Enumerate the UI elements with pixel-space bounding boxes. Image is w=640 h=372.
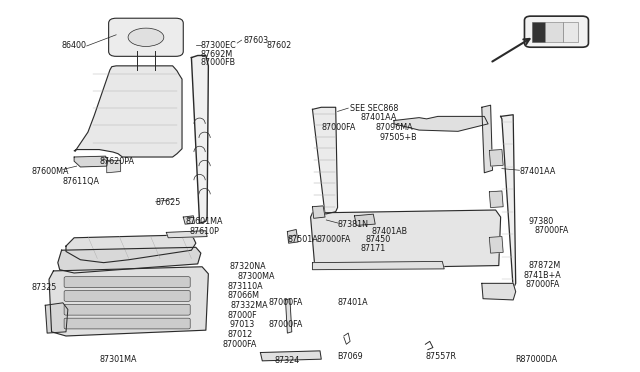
FancyBboxPatch shape (524, 16, 588, 47)
Text: 87000FA: 87000FA (269, 320, 303, 329)
Text: 87401AA: 87401AA (361, 113, 397, 122)
Polygon shape (490, 237, 503, 253)
Text: 87332MA: 87332MA (231, 301, 269, 310)
Polygon shape (285, 299, 292, 333)
FancyBboxPatch shape (532, 22, 545, 42)
Polygon shape (490, 150, 503, 166)
Text: 86400: 86400 (61, 41, 86, 51)
Polygon shape (310, 210, 500, 269)
Text: 87000FA: 87000FA (321, 123, 356, 132)
Polygon shape (183, 216, 195, 224)
Text: 87501A: 87501A (287, 234, 318, 244)
Text: 87066M: 87066M (227, 291, 259, 300)
Polygon shape (312, 107, 337, 214)
FancyBboxPatch shape (545, 22, 563, 42)
Polygon shape (312, 262, 444, 270)
FancyBboxPatch shape (64, 291, 190, 301)
Text: SEE SEC868: SEE SEC868 (350, 104, 399, 113)
FancyBboxPatch shape (64, 304, 190, 315)
Text: 87601MA: 87601MA (185, 217, 223, 226)
Text: 87872M: 87872M (528, 261, 561, 270)
Polygon shape (74, 66, 182, 157)
Text: 87610P: 87610P (189, 227, 220, 236)
Text: 87000FA: 87000FA (525, 280, 560, 289)
Text: R87000DA: R87000DA (516, 356, 558, 365)
Text: 87557R: 87557R (426, 352, 456, 361)
Polygon shape (260, 351, 321, 361)
Polygon shape (312, 206, 325, 218)
Text: 87000FA: 87000FA (317, 235, 351, 244)
Text: 87000FA: 87000FA (534, 226, 569, 235)
FancyBboxPatch shape (109, 18, 183, 56)
Polygon shape (490, 191, 503, 208)
Text: 87401AB: 87401AB (371, 227, 408, 236)
Text: 87600MA: 87600MA (31, 167, 69, 176)
Polygon shape (45, 303, 68, 333)
Polygon shape (482, 283, 516, 300)
Text: 87000FB: 87000FB (201, 58, 236, 67)
Polygon shape (58, 247, 201, 273)
Polygon shape (107, 160, 120, 173)
FancyBboxPatch shape (64, 277, 190, 288)
Text: 87000F: 87000F (227, 311, 257, 320)
Text: 87324: 87324 (275, 356, 300, 365)
Polygon shape (287, 230, 298, 243)
Text: 87301MA: 87301MA (99, 356, 137, 365)
Text: 87096MA: 87096MA (375, 123, 413, 132)
Text: 97380: 97380 (528, 217, 554, 226)
Text: 87603: 87603 (243, 36, 269, 45)
Text: 87381N: 87381N (337, 219, 369, 229)
Polygon shape (166, 231, 207, 238)
Text: 87320NA: 87320NA (229, 262, 266, 271)
Polygon shape (74, 156, 108, 167)
Text: 87625: 87625 (156, 198, 181, 207)
Text: 87602: 87602 (267, 41, 292, 51)
Text: 87450: 87450 (365, 235, 390, 244)
Text: 87692M: 87692M (201, 50, 233, 59)
Text: 97013: 97013 (229, 320, 254, 329)
Text: 87300EC: 87300EC (201, 41, 237, 51)
Text: 87401A: 87401A (337, 298, 368, 307)
Polygon shape (66, 235, 196, 263)
Polygon shape (355, 214, 375, 225)
Text: 87171: 87171 (361, 244, 386, 253)
Text: 87401AA: 87401AA (520, 167, 556, 176)
FancyBboxPatch shape (563, 22, 579, 42)
Polygon shape (191, 55, 209, 223)
Text: 97505+B: 97505+B (380, 132, 417, 142)
Text: 87611QA: 87611QA (63, 177, 100, 186)
Polygon shape (500, 115, 516, 289)
Polygon shape (394, 116, 488, 131)
Polygon shape (49, 267, 209, 336)
Text: 87300MA: 87300MA (237, 272, 275, 281)
Text: 87012: 87012 (227, 330, 252, 339)
Polygon shape (482, 105, 493, 173)
Text: 87000FA: 87000FA (223, 340, 257, 349)
Text: B7069: B7069 (337, 352, 364, 361)
Text: 8741B+A: 8741B+A (524, 270, 561, 280)
Text: 87000FA: 87000FA (269, 298, 303, 307)
Ellipse shape (128, 28, 164, 46)
Text: 87325: 87325 (31, 283, 57, 292)
Text: 873110A: 873110A (227, 282, 263, 291)
Text: 87620PA: 87620PA (99, 157, 134, 166)
FancyBboxPatch shape (64, 318, 190, 329)
